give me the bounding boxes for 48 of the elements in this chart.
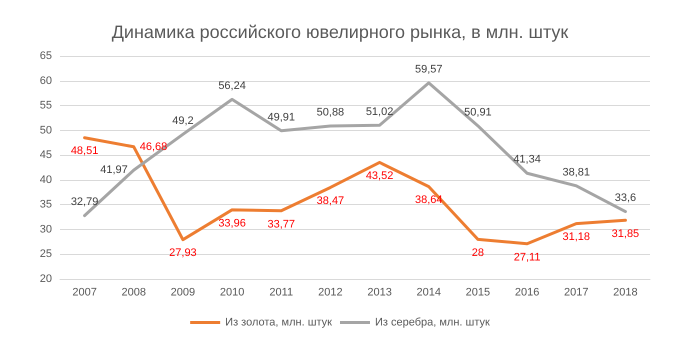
x-tick-label: 2011 xyxy=(269,286,294,298)
y-tick-label: 35 xyxy=(40,198,52,211)
data-label: 33,77 xyxy=(267,218,296,230)
data-label: 38,47 xyxy=(316,194,344,207)
x-tick-label: 2010 xyxy=(220,286,244,298)
y-tick-label: 40 xyxy=(40,174,52,186)
x-tick-label: 2016 xyxy=(514,286,540,298)
data-label: 43,52 xyxy=(366,170,394,182)
x-tick-label: 2007 xyxy=(72,286,97,298)
data-label: 31,85 xyxy=(612,228,640,240)
legend-label: Из серебра, млн. штук xyxy=(374,316,490,328)
y-tick-label: 45 xyxy=(40,149,52,162)
data-label: 41,34 xyxy=(513,154,541,166)
x-tick-label: 2012 xyxy=(318,286,343,298)
x-tick-label: 2009 xyxy=(170,286,196,298)
x-tick-label: 2008 xyxy=(122,286,146,298)
x-tick-label: 2013 xyxy=(367,286,392,298)
data-label: 50,88 xyxy=(316,106,344,118)
data-label: 33,6 xyxy=(614,192,636,204)
y-tick-label: 60 xyxy=(40,74,52,87)
data-label: 27,11 xyxy=(514,251,540,264)
data-label: 56,24 xyxy=(218,80,246,92)
y-tick-label: 65 xyxy=(40,50,52,62)
data-label: 41,97 xyxy=(100,164,128,176)
data-label: 31,18 xyxy=(562,231,590,244)
data-label: 46,68 xyxy=(140,140,168,153)
y-tick-label: 20 xyxy=(40,273,52,285)
data-label: 48,51 xyxy=(70,145,98,158)
chart-title: Динамика российского ювелирного рынка, в млн. штук xyxy=(112,22,568,42)
legend-label: Из золота, млн. штук xyxy=(225,316,332,328)
x-tick-label: 2014 xyxy=(416,286,441,298)
y-tick-label: 55 xyxy=(40,100,52,112)
y-tick-label: 30 xyxy=(40,223,52,236)
x-tick-label: 2018 xyxy=(613,286,638,298)
data-label: 59,57 xyxy=(414,63,443,76)
x-tick-label: 2017 xyxy=(564,286,588,298)
data-label: 28 xyxy=(472,246,484,259)
data-label: 33,96 xyxy=(218,217,246,230)
data-label: 32,79 xyxy=(70,196,98,208)
y-tick-label: 50 xyxy=(40,124,52,136)
data-label: 49,2 xyxy=(172,114,194,127)
x-tick-label: 2015 xyxy=(466,286,490,298)
data-label: 49,91 xyxy=(267,111,296,124)
data-label: 27,93 xyxy=(169,247,197,260)
data-label: 50,91 xyxy=(464,106,492,118)
data-label: 51,02 xyxy=(366,106,394,118)
data-label: 38,81 xyxy=(562,166,590,178)
y-tick-label: 25 xyxy=(40,248,52,260)
